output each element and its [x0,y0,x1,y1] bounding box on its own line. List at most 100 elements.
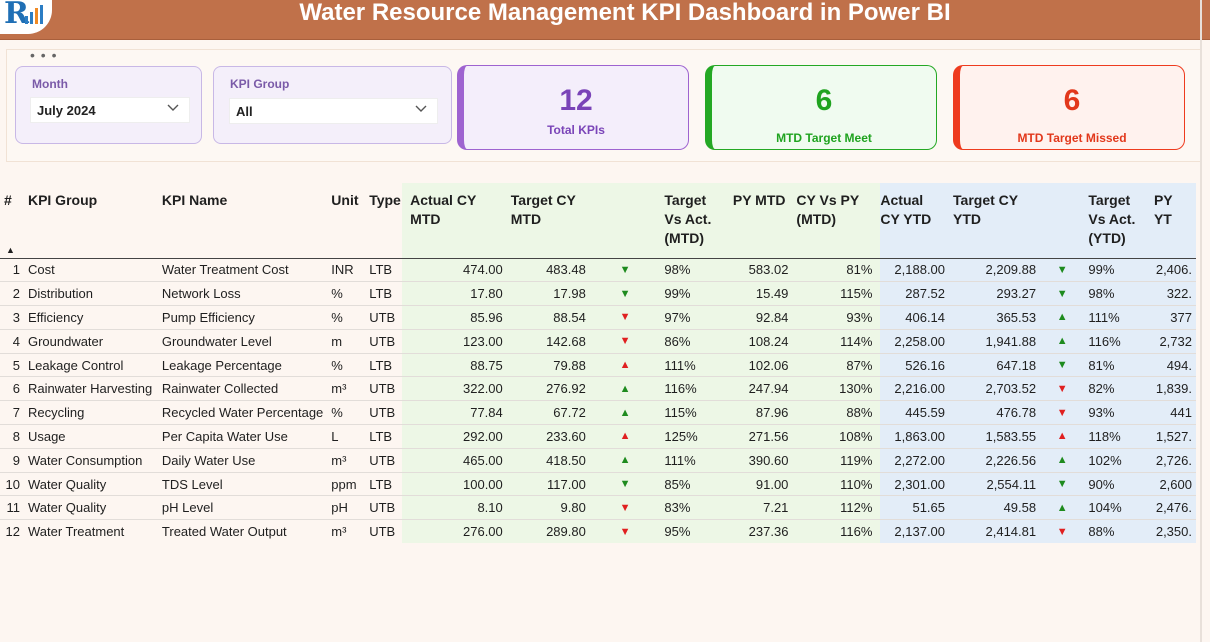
chevron-down-icon [167,104,179,111]
cell-actual-cy-ytd: 2,272.00 [876,448,950,473]
cell-unit: % [327,281,366,307]
cell-target-vs-act-ytd: 104% [1084,495,1150,521]
cell-py-ytd: 2,476. [1149,495,1196,521]
cell-type: LTB [365,353,407,378]
cell-target-vs-act-mtd: 99% [660,281,729,307]
chevron-down-icon [415,105,427,112]
cell-actual-cy-mtd: 292.00 [406,424,507,449]
col-header-mtd-status[interactable] [589,183,661,259]
cell-kpi-group: Groundwater [23,329,158,354]
cell-type: LTB [365,472,407,497]
col-header-kpi-name[interactable]: KPI Name [157,183,328,259]
col-header-target-vs-act-mtd[interactable]: Target Vs Act. (MTD) [660,183,729,259]
cell-py-ytd: 441 [1149,400,1196,426]
cell-target-vs-act-ytd: 111% [1084,305,1150,330]
table-row[interactable]: 9 Water Consumption Daily Water Use m³ UTB 46… [0,448,1196,473]
table-row[interactable]: 4 Groundwater Groundwater Level m UTB 123.00 1… [0,329,1196,354]
cell-index: 10 [0,472,24,497]
col-header-actual-cy-ytd[interactable]: Actual CY YTD [876,183,950,259]
table-row[interactable]: 2 Distribution Network Loss% LTB 17.80 17.98 ▼… [0,281,1196,307]
cell-cy-vs-py-mtd: 130% [792,376,877,402]
cell-target-vs-act-ytd: 102% [1084,448,1150,473]
table-row[interactable]: 6 Rainwater Harvesting Rainwater Collected… [0,376,1196,402]
table-row[interactable]: 5 Leakage Control Leakage Percentage% LTB 88… [0,353,1196,378]
table-row[interactable]: 11 Water Quality pH Level pH UTB 8.10 9.80 ▼ 83%… [0,495,1196,521]
cell-actual-cy-ytd: 2,188.00 [876,258,950,283]
col-header-ytd-status[interactable] [1040,183,1085,259]
cell-actual-cy-mtd: 85.96 [406,305,507,330]
cell-cy-vs-py-mtd: 115% [792,281,877,307]
more-options-icon[interactable]: • • • [30,47,58,63]
cell-target-cy-ytd: 49.58 [949,495,1041,521]
col-header-type[interactable]: Type [365,183,407,259]
cell-py-ytd: 1,527. [1149,424,1196,449]
table-row[interactable]: 3 Efficiency Pump Efficiency% UTB 85.96 88.54… [0,305,1196,330]
company-logo: R [0,0,52,34]
col-header-kpi-group[interactable]: KPI Group [23,183,158,259]
cell-py-ytd: 2,732 [1149,329,1196,354]
mtd-status-arrow-icon: ▼ [589,258,661,283]
total-kpis-value: 12 [559,84,593,117]
cell-index: 7 [0,400,24,426]
cell-index: 11 [0,495,24,521]
cell-actual-cy-mtd: 465.00 [406,448,507,473]
cell-actual-cy-ytd: 2,258.00 [876,329,950,354]
cell-actual-cy-mtd: 474.00 [406,258,507,283]
kpi-group-slicer-label: KPI Group [230,77,290,91]
cell-kpi-name: Leakage Percentage [157,353,328,378]
dashboard-header: R Water Resource Management KPI Dashboar… [0,0,1210,40]
col-header-cy-vs-py-mtd[interactable]: CY Vs PY (MTD) [792,183,877,259]
month-dropdown[interactable]: July 2024 [30,97,190,123]
logo-letter: R [4,0,29,31]
cell-target-vs-act-mtd: 86% [660,329,729,354]
cell-type: UTB [365,400,407,426]
table-row[interactable]: 8 Usage Per Capita Water Use L LTB 292.00 233.… [0,424,1196,449]
col-header-index[interactable]: # [0,183,24,259]
kpi-group-dropdown[interactable]: All [229,98,438,124]
cell-actual-cy-ytd: 2,216.00 [876,376,950,402]
cell-target-vs-act-ytd: 98% [1084,281,1150,307]
cell-target-vs-act-mtd: 83% [660,495,729,521]
cell-target-vs-act-ytd: 118% [1084,424,1150,449]
kpi-table[interactable]: # KPI Group KPI Name Unit Type Actual CY… [0,183,1196,543]
col-header-py-ytd[interactable]: PY YT [1149,183,1196,259]
ytd-status-arrow-icon: ▼ [1040,519,1085,543]
cell-kpi-group: Leakage Control [23,353,158,378]
col-header-actual-cy-mtd[interactable]: Actual CY MTD [406,183,507,259]
page-scrollbar[interactable] [1200,0,1202,642]
kpi-group-slicer: KPI Group All [213,66,452,144]
cell-kpi-name: Per Capita Water Use [157,424,328,449]
table-row[interactable]: 10 Water Quality TDS Level ppm LTB 100.00 117.… [0,472,1196,497]
cell-py-ytd: 377 [1149,305,1196,330]
cell-cy-vs-py-mtd: 108% [792,424,877,449]
sort-ascending-icon[interactable]: ▲ [6,245,15,255]
col-header-py-mtd[interactable]: PY MTD [728,183,793,259]
cell-py-mtd: 102.06 [728,353,793,378]
mtd-target-missed-card: 6 MTD Target Missed [953,65,1185,150]
cell-actual-cy-ytd: 51.65 [876,495,950,521]
col-header-target-cy-ytd[interactable]: Target CY YTD [949,183,1041,259]
cell-index: 8 [0,424,24,449]
table-row[interactable]: 7 Recycling Recycled Water Percentage% UTB 7… [0,400,1196,426]
cell-kpi-name: Network Loss [157,281,328,307]
mtd-status-arrow-icon: ▼ [589,329,661,354]
cell-target-vs-act-mtd: 125% [660,424,729,449]
mtd-target-meet-label: MTD Target Meet [776,131,872,145]
mtd-status-arrow-icon: ▼ [589,305,661,330]
cell-actual-cy-ytd: 445.59 [876,400,950,426]
col-header-target-cy-mtd[interactable]: Target CY MTD [506,183,590,259]
col-header-target-vs-act-ytd[interactable]: Target Vs Act. (YTD) [1084,183,1150,259]
cell-unit: INR [327,258,366,283]
cell-type: UTB [365,448,407,473]
cell-target-cy-ytd: 1,583.55 [949,424,1041,449]
cell-target-cy-mtd: 233.60 [506,424,590,449]
table-row[interactable]: 12 Water Treatment Treated Water Output m³ U… [0,519,1196,543]
cell-kpi-group: Recycling [23,400,158,426]
table-row[interactable]: 1 Cost Water Treatment Cost INR LTB 474.00 483… [0,258,1196,283]
col-header-unit[interactable]: Unit [327,183,366,259]
cell-actual-cy-ytd: 1,863.00 [876,424,950,449]
cell-type: UTB [365,495,407,521]
cell-type: UTB [365,519,407,543]
cell-kpi-group: Usage [23,424,158,449]
cell-unit: % [327,353,366,378]
